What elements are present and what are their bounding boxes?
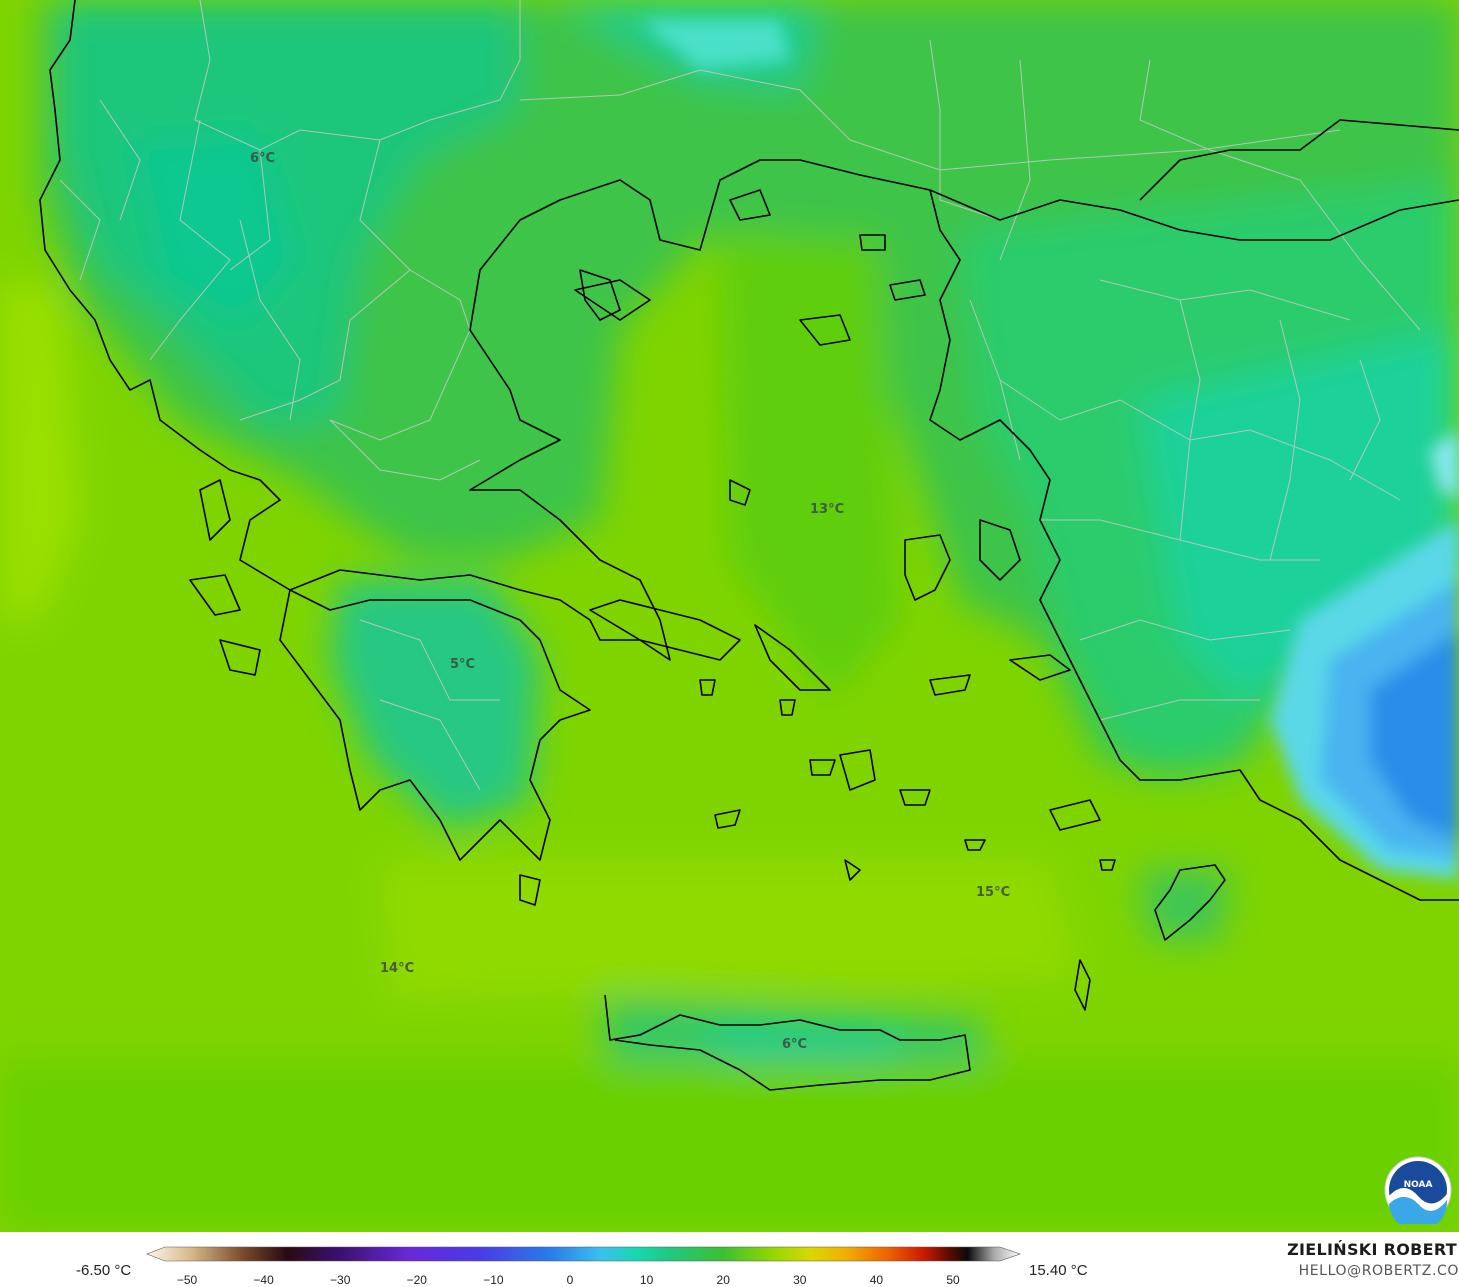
colorbar-tick-label: 50 [946, 1273, 960, 1287]
colorbar-tick-label: −50 [177, 1273, 198, 1287]
svg-text:NOAA: NOAA [1404, 1180, 1433, 1190]
colorbar: −50 −40 −30 −20 −10 0 10 20 30 40 50 [146, 1246, 1021, 1287]
colorbar-tick-label: −10 [483, 1273, 504, 1287]
temperature-label-dodecanese: 15°C [976, 885, 1010, 900]
temperature-label-aegean: 13°C [810, 502, 844, 517]
colorbar-tick-label: −30 [330, 1273, 351, 1287]
author-email: HELLO@ROBERTZ.CO [1298, 1263, 1459, 1279]
author-credit: ZIELIŃSKI ROBERT [1287, 1240, 1457, 1259]
temperature-label-ionian: 14°C [380, 961, 414, 976]
coastlines [39, 0, 1459, 1091]
colorbar-tick-label: 40 [870, 1273, 884, 1287]
temperature-label-north: 6°C [250, 151, 275, 166]
noaa-logo: NOAA [1384, 1156, 1452, 1232]
colorbar-tick-label: 20 [717, 1273, 731, 1287]
temperature-field [0, 0, 1459, 1232]
legend-footer: -6.50 °C [0, 1232, 1459, 1287]
colorbar-max-label: 15.40 °C [1029, 1262, 1088, 1279]
temperature-label-peloponnese: 5°C [450, 657, 475, 672]
map-labels: 6°C 13°C 5°C 15°C 14°C 6°C [250, 151, 1010, 1052]
colorbar-tick-label: 0 [567, 1273, 574, 1287]
colorbar-tick-label: 30 [793, 1273, 807, 1287]
temperature-map: 6°C 13°C 5°C 15°C 14°C 6°C [0, 0, 1459, 1232]
colorbar-tick-label: 10 [640, 1273, 654, 1287]
temperature-label-crete: 6°C [782, 1037, 807, 1052]
colorbar-tick-label: −40 [253, 1273, 274, 1287]
colorbar-min-label: -6.50 °C [76, 1262, 132, 1279]
country-borders [59, 0, 1421, 791]
colorbar-tick-label: −20 [407, 1273, 428, 1287]
